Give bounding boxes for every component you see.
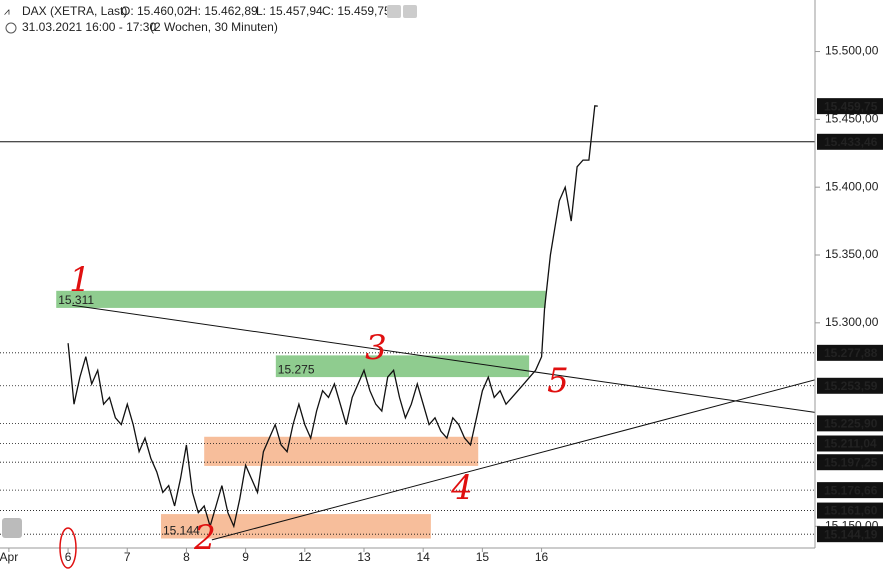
y-tick-label: 15.400,00: [825, 179, 879, 193]
zone-label: 15.144: [163, 524, 200, 538]
y-tick-label: 15.300,00: [825, 315, 879, 329]
period: 31.03.2021 16:00 - 17:30: [22, 20, 156, 34]
x-tick-label: Apr: [0, 550, 18, 564]
level-box: [817, 435, 883, 452]
y-tick-label: 15.450,00: [825, 112, 879, 126]
scroll-button[interactable]: [2, 518, 22, 538]
chart-icon: ⩘: [4, 7, 10, 18]
price-line: [67, 105, 598, 529]
y-tick-label: 15.500,00: [825, 44, 879, 58]
level-label: 15.253,59: [824, 379, 878, 393]
clock-icon: [5, 22, 17, 34]
level-label: 15.161,60: [824, 504, 878, 518]
level-box: [817, 502, 883, 519]
plot: 15.311 15.275 15.144: [0, 105, 816, 541]
level-box: [817, 344, 883, 361]
icon[interactable]: [403, 5, 417, 18]
level-box: [817, 454, 883, 471]
level-box: [817, 133, 883, 150]
level-box: [817, 526, 883, 543]
y-tick-label: 15.350,00: [825, 247, 879, 261]
annotation: 2: [193, 518, 216, 558]
annotation: 5: [547, 361, 569, 401]
level-box: [817, 377, 883, 394]
level-label: 15.459,75: [824, 99, 878, 113]
level-label: 15.144,19: [824, 527, 878, 541]
trendline: [211, 379, 816, 541]
zone-label: 15.275: [278, 362, 315, 376]
level-box: [817, 98, 883, 115]
level-label: 15.176,66: [824, 483, 878, 497]
trendline: [72, 304, 816, 413]
high: H: 15.462,89: [189, 4, 258, 18]
x-tick-label: 15: [476, 550, 490, 564]
icon[interactable]: [387, 5, 401, 18]
close: C: 15.459,75: [322, 4, 391, 18]
x-tick-label: 8: [183, 550, 190, 564]
low: L: 15.457,94: [256, 4, 323, 18]
level-label: 15.197,25: [824, 455, 878, 469]
zone: [204, 436, 479, 466]
zone: [275, 355, 530, 378]
annotation: 3: [365, 328, 387, 368]
range: (2 Wochen, 30 Minuten): [150, 20, 278, 34]
x-tick-label: 13: [357, 550, 371, 564]
zone: [160, 514, 431, 539]
level-label: 15.211,04: [824, 437, 877, 451]
level-label: 15.277,88: [824, 346, 878, 360]
level-box: [817, 482, 883, 499]
x-tick-label: 6: [65, 550, 72, 564]
circle-mark: [59, 527, 77, 569]
level-box: [817, 415, 883, 432]
x-tick-label: 7: [124, 550, 131, 564]
instrument: DAX (XETRA, Last): [22, 4, 127, 18]
annotation: 1: [69, 260, 91, 300]
open: O: 15.460,02: [121, 4, 191, 18]
annotation: 4: [450, 468, 473, 508]
x-tick-label: 16: [535, 550, 549, 564]
zone: [56, 290, 546, 308]
level-label: 15.433,46: [824, 135, 878, 149]
x-tick-label: 12: [298, 550, 312, 564]
level-label: 15.225,90: [824, 417, 878, 431]
zone-label: 15.311: [58, 293, 94, 307]
x-tick-label: 9: [242, 550, 249, 564]
x-tick-label: 14: [417, 550, 431, 564]
